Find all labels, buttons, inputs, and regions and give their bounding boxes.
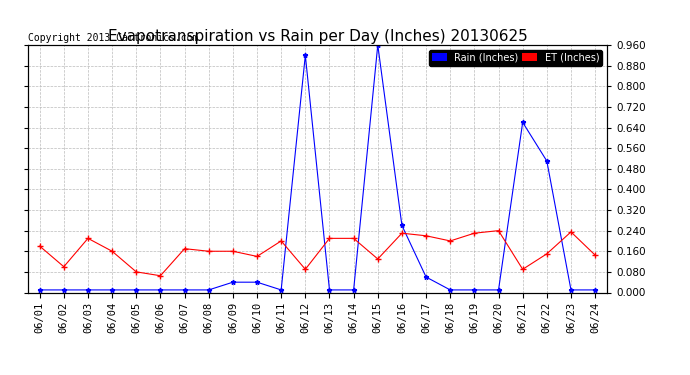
Legend: Rain (Inches), ET (Inches): Rain (Inches), ET (Inches) [429,50,602,66]
Text: Copyright 2013 Cartronics.com: Copyright 2013 Cartronics.com [28,33,198,42]
Title: Evapotranspiration vs Rain per Day (Inches) 20130625: Evapotranspiration vs Rain per Day (Inch… [108,29,527,44]
